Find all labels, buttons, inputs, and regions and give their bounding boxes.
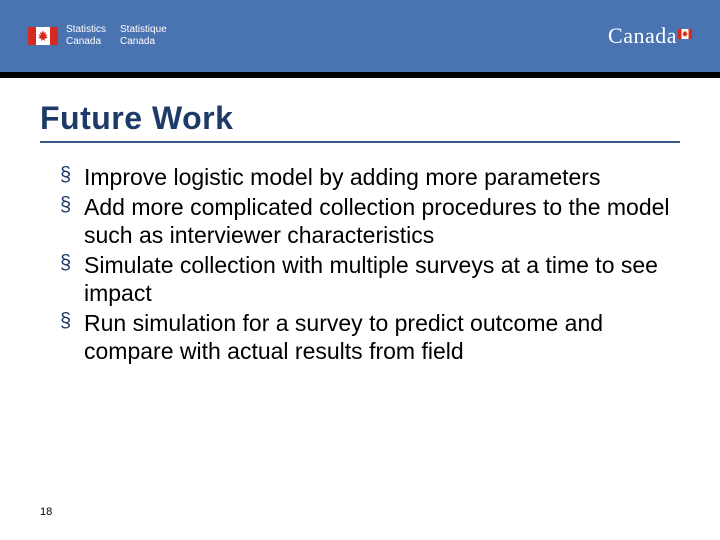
slide-title: Future Work	[40, 100, 680, 137]
wordmark-flag-icon	[678, 21, 692, 47]
org-name-en: Statistics Canada	[66, 24, 106, 48]
bullet-list: Improve logistic model by adding more pa…	[40, 163, 680, 365]
org-fr-line2: Canada	[120, 36, 167, 48]
org-name-fr: Statistique Canada	[120, 24, 167, 48]
org-en-line2: Canada	[66, 36, 106, 48]
page-number: 18	[40, 506, 52, 518]
header-bar: Statistics Canada Statistique Canada Can…	[0, 0, 720, 72]
title-underline	[40, 141, 680, 143]
org-name: Statistics Canada Statistique Canada	[66, 24, 167, 48]
wordmark-text: Canada	[608, 23, 677, 49]
canada-wordmark: Canada	[608, 23, 692, 49]
list-item: Run simulation for a survey to predict o…	[60, 309, 680, 365]
slide-content: Future Work Improve logistic model by ad…	[0, 78, 720, 365]
header-left: Statistics Canada Statistique Canada	[28, 24, 167, 48]
org-fr-line1: Statistique	[120, 24, 167, 36]
list-item: Add more complicated collection procedur…	[60, 193, 680, 249]
canada-flag-icon	[28, 25, 58, 47]
list-item: Improve logistic model by adding more pa…	[60, 163, 680, 191]
list-item: Simulate collection with multiple survey…	[60, 251, 680, 307]
org-en-line1: Statistics	[66, 24, 106, 36]
